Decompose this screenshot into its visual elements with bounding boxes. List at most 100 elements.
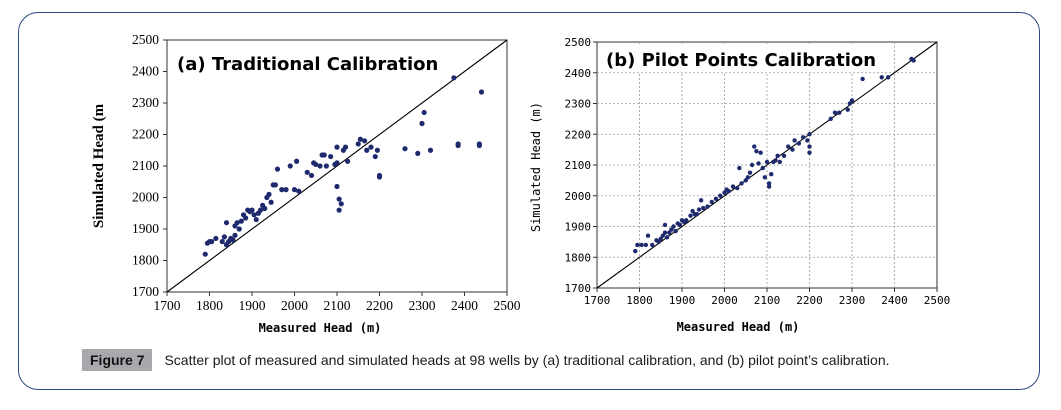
panel-b-y-label: Simulated Head (m)	[529, 102, 543, 232]
panel-b-data-point	[718, 193, 723, 198]
panel-b-data-point	[754, 148, 759, 154]
panel-a-data-point	[294, 158, 300, 164]
panel-b-data-point	[745, 175, 751, 180]
panel-b-title: (b) Pilot Points Calibration	[606, 50, 876, 71]
panel-a-data-point	[230, 237, 236, 243]
panel-a-y-label: Simulated Head (m	[91, 103, 107, 228]
panel-a-data-point	[321, 152, 327, 158]
panel-b-y-tick-label: 1800	[565, 251, 592, 264]
panel-b-data-point	[807, 132, 812, 137]
panel-b-one-to-one-line	[596, 41, 938, 289]
panel-b-y-tick-label: 2400	[565, 67, 592, 80]
panel-a-data-point	[283, 187, 289, 193]
panel-a-data-point	[374, 147, 380, 153]
panel-b-y-tick-label: 2200	[565, 128, 592, 141]
panel-a-y-tick-label: 2200	[132, 127, 159, 142]
panel-a-data-point	[334, 183, 340, 190]
panel-a-data-point	[455, 142, 461, 149]
panel-a-x-tick-label: 1700	[154, 298, 181, 313]
panel-a-data-point	[238, 218, 244, 224]
panel-a-y-tick-label: 2400	[132, 64, 159, 79]
panel-a-y-tick-label: 1700	[132, 284, 159, 299]
panel-a-data-point	[334, 160, 340, 166]
panel-b-x-tick-label: 2200	[796, 294, 823, 307]
panel-b-data-point	[726, 188, 731, 194]
panel-a-data-point	[291, 187, 298, 193]
panel-b-data-point	[786, 144, 791, 149]
panel-a-data-point	[376, 174, 383, 180]
panel-b-data-point	[860, 76, 865, 82]
panel-b-data-point	[709, 199, 714, 205]
panel-a-data-point	[421, 109, 427, 116]
panel-b-data-point	[849, 98, 855, 103]
panel-b-data-point	[713, 196, 719, 202]
panel-b-points	[633, 56, 916, 254]
panel-a-x-tick-label: 2100	[324, 298, 351, 313]
panel-a-y-tick-label: 2100	[132, 158, 159, 173]
panel-b-data-point	[769, 172, 774, 177]
panel-b-data-point	[749, 162, 755, 168]
panel-a-data-point	[213, 235, 219, 242]
panel-b-title-backdrop	[603, 46, 885, 72]
panel-b-data-point	[845, 107, 850, 112]
panel-b-data-point	[633, 248, 638, 254]
figure-caption: Figure 7 Scatter plot of measured and si…	[82, 347, 890, 373]
panel-a-data-point	[262, 205, 268, 212]
panel-a-data-point	[287, 163, 293, 169]
panel-a-data-point	[243, 215, 249, 221]
panel-b-data-point	[828, 116, 833, 122]
panel-a-title: (a) Traditional Calibration	[177, 54, 438, 75]
panel-a-x-tick-label: 2400	[451, 298, 478, 313]
panel-b-data-point	[756, 161, 761, 166]
panel-a-data-point	[268, 199, 274, 205]
panel-a-data-point	[257, 207, 264, 213]
panel-b-data-point	[701, 205, 706, 211]
panel-a-data-point	[345, 158, 351, 164]
panel-a-data-point	[272, 182, 278, 188]
panel-a-x-ticks: 1700 1800 1900 2000 2100 2200 2300 2400 2500	[154, 292, 521, 313]
panel-b-y-tick-label: 2000	[565, 190, 592, 203]
panel-a-y-tick-label: 1800	[132, 253, 159, 268]
panel-b-x-tick-label: 2100	[754, 294, 781, 307]
panel-b-data-point	[781, 153, 787, 158]
panel-b-x-tick-label: 2400	[881, 294, 908, 307]
panel-b-y-tick-label: 1700	[565, 282, 592, 295]
panel-a-data-point	[362, 138, 368, 144]
panel-a-x-tick-label: 1800	[196, 298, 223, 313]
panel-a-data-point	[476, 142, 482, 149]
panel-b-data-point	[722, 190, 727, 195]
panel-b-data-point	[690, 208, 695, 214]
panel-a-data-point	[308, 172, 315, 179]
panel-a-y-ticks: 1700 1800 1900 2000 2100 2200 2300 2400 2500	[132, 32, 167, 299]
panel-a-data-point	[372, 153, 378, 160]
panel-b-x-tick-label: 1800	[626, 294, 653, 307]
panel-a-data-point	[336, 196, 342, 202]
panel-b-data-point	[669, 227, 674, 232]
panel-a-data-point	[328, 153, 334, 160]
panel-b-data-point	[775, 153, 780, 158]
figure-frame	[18, 12, 1040, 390]
panel-b-y-tick-label: 2500	[565, 36, 592, 49]
panel-b-x-tick-label: 2300	[839, 294, 866, 307]
panel-b-data-point	[879, 75, 884, 80]
panel-b-x-tick-label: 1900	[669, 294, 696, 307]
panel-a-x-tick-label: 1900	[239, 298, 266, 313]
panel-b-y-tick-label: 2100	[565, 159, 592, 172]
panel-a-data-point	[279, 187, 285, 193]
panel-a-data-point	[415, 150, 421, 156]
figure-label: Figure 7	[82, 349, 153, 371]
panel-b-reference-line	[596, 41, 938, 289]
panel-b-data-point	[673, 228, 678, 234]
panel-a-x-tick-label: 2000	[281, 298, 308, 313]
panel-b-data-point	[758, 150, 763, 155]
panel-a-data-point	[355, 141, 361, 147]
panel-b-data-point	[777, 159, 782, 165]
panel-b-data-point	[662, 222, 668, 228]
panel-b-data-point	[766, 181, 772, 186]
panel-b-data-point	[764, 159, 770, 165]
panel-a-data-point	[427, 147, 434, 153]
panel-b-data-point	[696, 207, 702, 212]
panel-a-y-tick-label: 2000	[132, 190, 159, 205]
panel-b-data-point	[805, 138, 810, 143]
